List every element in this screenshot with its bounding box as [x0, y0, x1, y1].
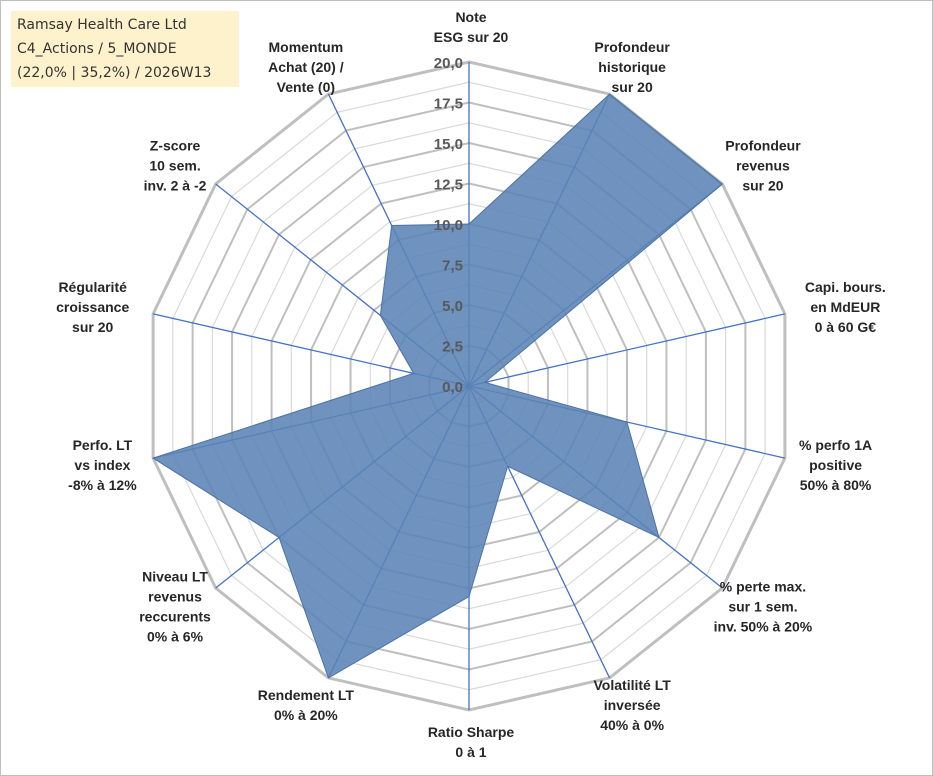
axis-label: % perfo 1A positive 50% à 80%: [799, 437, 872, 493]
tick-label: 5,0: [442, 298, 463, 315]
axis-label: Momentum Achat (20) / Vente (0): [268, 39, 344, 95]
axis-label: Z-score 10 sem. inv. 2 à -2: [144, 137, 207, 193]
tick-label: 20,0: [434, 55, 463, 72]
axis-label: Note ESG sur 20: [434, 9, 509, 45]
tick-label: 7,5: [442, 258, 463, 275]
tick-label: 10,0: [434, 217, 463, 234]
title-line-category: C4_Actions / 5_MONDE: [17, 41, 177, 57]
title-line-company: Ramsay Health Care Ltd: [17, 17, 187, 33]
radar-axis-labels: Note ESG sur 20 Profondeur historique sur 20…: [56, 9, 886, 760]
axis-label: Perfo. LT vs index -8% à 12%: [68, 437, 137, 493]
title-line-period: (22,0% | 35,2%) / 2026W13: [17, 65, 212, 81]
axis-label: Ratio Sharpe 0 à 1: [428, 724, 515, 760]
axis-label: Profondeur revenus sur 20: [725, 137, 801, 193]
axis-label: Volatilité LT inversée 40% à 0%: [594, 677, 672, 733]
tick-label: 2,5: [442, 339, 463, 356]
radar-series-area: [151, 93, 724, 679]
chart-title-box: Ramsay Health Care Ltd C4_Actions / 5_MO…: [11, 11, 239, 87]
axis-label: Profondeur historique sur 20: [594, 39, 670, 95]
axis-label: Rendement LT 0% à 20%: [258, 687, 355, 723]
radar-spoke: [468, 313, 786, 387]
axis-label: Capi. bours. en MdEUR 0 à 60 G€: [805, 279, 886, 335]
radar-tick-labels: 0,0 2,5 5,0 7,5 10,0 12,5 15,0 17,5 20,0: [434, 55, 463, 396]
tick-label: 15,0: [434, 136, 463, 153]
tick-label: 0,0: [442, 379, 463, 396]
axis-label: Niveau LT revenus reccurents 0% à 6%: [139, 569, 211, 645]
axis-label: Régularité croissance sur 20: [56, 279, 129, 335]
tick-label: 12,5: [434, 177, 463, 194]
radar-series: [151, 93, 724, 679]
axis-label: % perte max. sur 1 sem. inv. 50% à 20%: [714, 579, 813, 635]
tick-label: 17,5: [434, 96, 463, 113]
